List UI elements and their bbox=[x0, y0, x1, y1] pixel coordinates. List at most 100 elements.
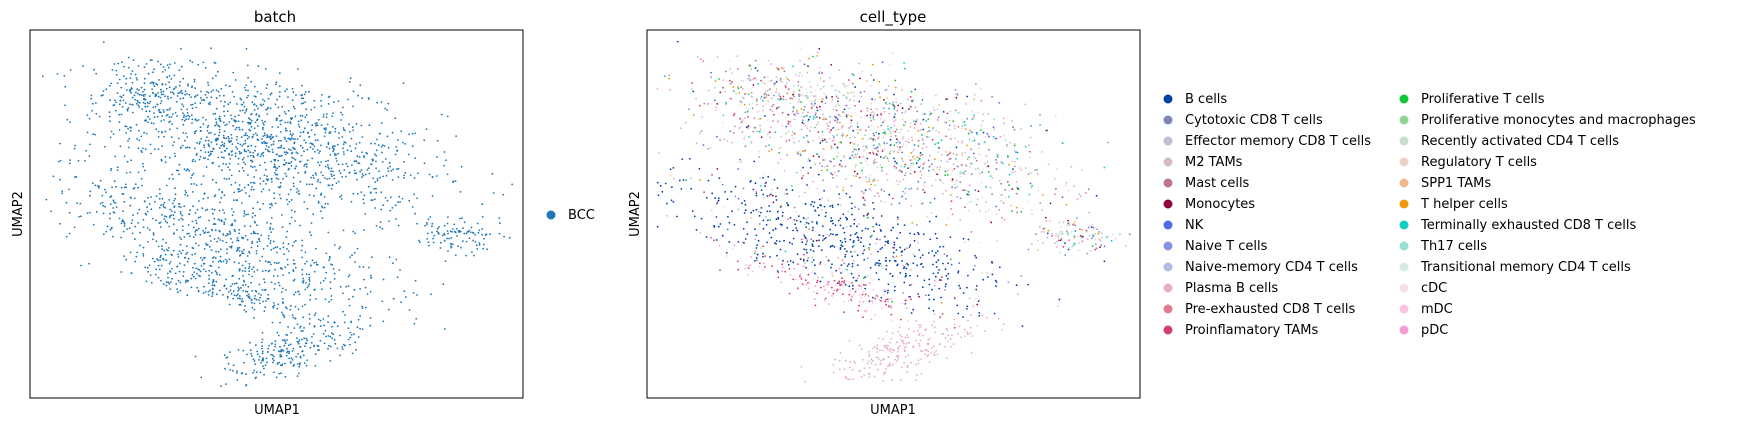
batch-point bbox=[296, 323, 299, 326]
cell-type-point bbox=[848, 79, 850, 81]
batch-point bbox=[140, 135, 143, 138]
cell-type-point bbox=[885, 103, 888, 105]
batch-point bbox=[303, 127, 306, 130]
batch-point bbox=[329, 360, 332, 362]
cell-type-point bbox=[739, 104, 741, 107]
batch-point bbox=[191, 253, 194, 256]
batch-point bbox=[183, 168, 186, 171]
cell-type-point bbox=[916, 329, 919, 332]
cell-type-point bbox=[836, 282, 839, 284]
batch-point bbox=[443, 224, 446, 227]
cell-type-point bbox=[775, 218, 778, 221]
batch-point bbox=[170, 96, 172, 99]
batch-point bbox=[353, 333, 355, 336]
batch-point bbox=[220, 144, 223, 147]
cell-type-point bbox=[842, 311, 845, 314]
batch-point bbox=[202, 268, 205, 271]
cell-type-point bbox=[948, 119, 951, 122]
cell-type-point bbox=[834, 172, 836, 175]
batch-point bbox=[305, 165, 308, 168]
cell-type-point bbox=[803, 253, 805, 256]
batch-point bbox=[267, 270, 270, 273]
batch-point bbox=[262, 135, 265, 138]
batch-point bbox=[319, 339, 322, 342]
batch-point bbox=[161, 83, 164, 86]
batch-point bbox=[290, 304, 292, 307]
cell-type-point bbox=[807, 120, 809, 123]
batch-point bbox=[153, 148, 156, 151]
cell-type-point bbox=[932, 310, 935, 312]
cell-type-point bbox=[810, 126, 812, 128]
batch-point bbox=[129, 196, 132, 199]
cell-type-scatter-points bbox=[656, 40, 1131, 383]
cell-type-point bbox=[1061, 232, 1064, 235]
cell-type-point bbox=[872, 115, 875, 118]
cell-type-point bbox=[873, 134, 875, 137]
batch-point bbox=[151, 91, 154, 94]
cell-type-point bbox=[730, 141, 733, 144]
batch-point bbox=[249, 225, 252, 228]
batch-point bbox=[306, 183, 308, 186]
cell-type-point bbox=[807, 111, 809, 114]
batch-point bbox=[138, 129, 140, 132]
cell-type-point bbox=[955, 153, 958, 156]
batch-point bbox=[143, 98, 146, 101]
cell-type-point bbox=[957, 125, 960, 128]
batch-point bbox=[482, 247, 485, 250]
cell-type-point bbox=[890, 203, 893, 206]
cell-type-point bbox=[897, 350, 899, 353]
batch-point bbox=[241, 120, 244, 123]
batch-point bbox=[88, 262, 90, 265]
batch-point bbox=[440, 113, 443, 116]
cell-type-point bbox=[894, 119, 897, 121]
batch-point bbox=[244, 270, 247, 273]
cell-type-point bbox=[723, 138, 726, 141]
cell-type-point bbox=[821, 225, 824, 228]
batch-point bbox=[341, 176, 343, 178]
batch-point bbox=[334, 127, 337, 130]
batch-point bbox=[211, 271, 213, 274]
cell-type-point bbox=[1099, 239, 1102, 242]
batch-point bbox=[248, 273, 251, 276]
batch-point bbox=[160, 204, 163, 207]
batch-point bbox=[381, 300, 384, 303]
batch-point bbox=[296, 188, 298, 190]
cell-type-point bbox=[818, 47, 821, 50]
cell-type-point bbox=[894, 358, 896, 361]
cell-type-point bbox=[914, 88, 917, 91]
cell-type-point bbox=[789, 125, 792, 127]
batch-point bbox=[305, 114, 308, 116]
batch-point bbox=[265, 300, 267, 302]
batch-point bbox=[128, 89, 131, 91]
cell-type-point bbox=[850, 300, 853, 303]
cell-type-point bbox=[805, 218, 807, 220]
cell-type-point bbox=[875, 356, 878, 359]
cell-type-point bbox=[963, 241, 966, 244]
cell-type-point bbox=[742, 227, 745, 230]
batch-point bbox=[255, 252, 258, 255]
cell-type-point bbox=[987, 148, 990, 151]
cell-type-point bbox=[857, 143, 859, 146]
batch-point bbox=[139, 244, 141, 247]
batch-point bbox=[134, 260, 137, 263]
batch-point bbox=[264, 306, 267, 309]
cell-type-point bbox=[770, 79, 773, 82]
cell-type-point bbox=[896, 359, 898, 362]
cell-type-point bbox=[1073, 235, 1076, 238]
cell-type-point bbox=[774, 227, 777, 230]
batch-point bbox=[177, 169, 180, 172]
cell-type-point bbox=[884, 201, 887, 204]
batch-point bbox=[226, 110, 229, 113]
batch-point bbox=[350, 334, 353, 336]
cell-type-point bbox=[693, 215, 696, 218]
batch-point bbox=[125, 186, 127, 189]
cell-type-point bbox=[861, 70, 864, 73]
batch-point bbox=[208, 269, 211, 272]
cell-type-point bbox=[938, 287, 941, 290]
batch-point bbox=[242, 169, 245, 172]
batch-point bbox=[301, 84, 303, 87]
cell-type-point bbox=[781, 111, 784, 114]
cell-type-point bbox=[975, 325, 978, 327]
batch-point bbox=[312, 333, 315, 335]
batch-point bbox=[322, 113, 325, 116]
